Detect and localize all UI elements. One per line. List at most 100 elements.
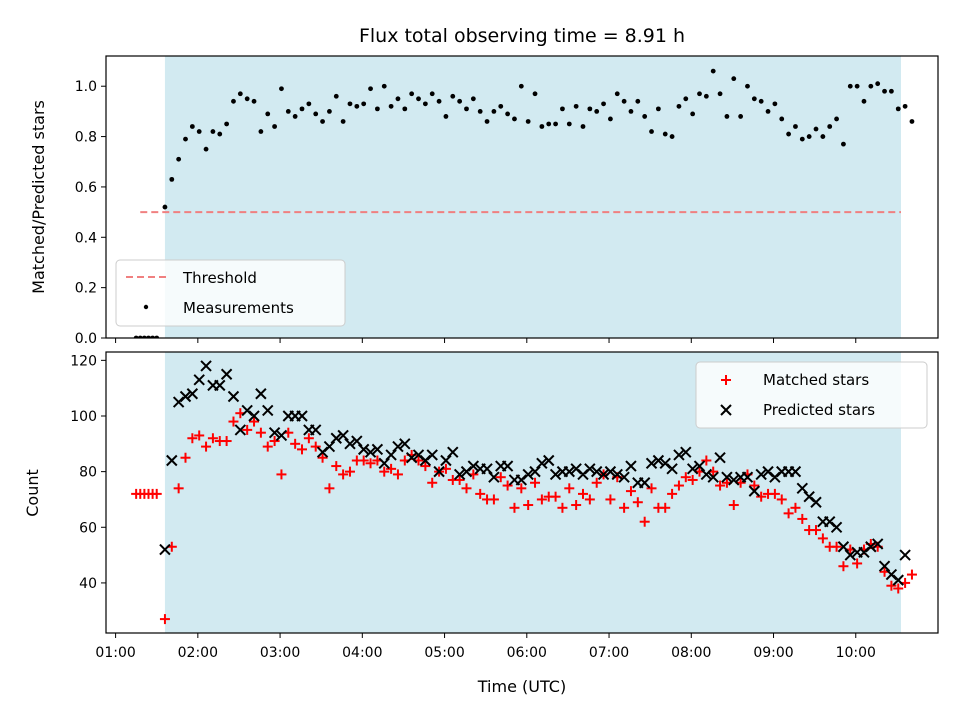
predicted-star-point <box>392 440 404 453</box>
measurement-point <box>662 131 668 137</box>
matched-star-point <box>207 433 218 444</box>
matched-star-point <box>255 427 266 438</box>
measurement-point <box>779 116 785 122</box>
predicted-star-point <box>597 468 610 481</box>
measurement-point <box>758 98 764 104</box>
predicted-star-point <box>721 471 733 483</box>
matched-star-point <box>516 483 527 494</box>
measurement-point <box>361 101 367 107</box>
predicted-stars-points <box>159 360 911 586</box>
measurement-point <box>429 91 435 97</box>
predicted-star-point <box>426 449 438 461</box>
predicted-star-point <box>378 457 390 469</box>
matched-star-point <box>454 474 465 485</box>
predicted-star-point <box>447 446 459 458</box>
predicted-star-point <box>686 463 699 475</box>
matched-star-point <box>310 441 321 452</box>
matched-star-point <box>151 488 162 499</box>
predicted-star-point <box>501 460 514 472</box>
measurement-point <box>861 98 867 104</box>
matched-star-point <box>584 494 595 505</box>
measurement-point <box>313 111 319 117</box>
matched-star-point <box>886 580 897 591</box>
measurement-point <box>464 106 469 112</box>
predicted-star-point <box>536 457 548 469</box>
predicted-star-point <box>899 549 911 561</box>
x-tick-label: 10:00 <box>836 645 876 661</box>
matched-star-point <box>728 500 739 511</box>
top-y-axis: 0.0 0.2 0.4 0.6 0.8 1.0 <box>75 79 106 347</box>
matched-star-point <box>523 500 534 511</box>
predicted-star-point <box>810 496 822 508</box>
measurement-point <box>279 86 284 92</box>
measurement-point <box>608 116 613 122</box>
measurement-point <box>553 121 558 127</box>
predicted-star-point <box>330 432 342 444</box>
matched-star-point <box>201 441 212 452</box>
matched-star-point <box>290 438 301 449</box>
measurement-point <box>416 96 421 102</box>
predicted-star-point <box>673 449 685 461</box>
bottom-panel: 40 60 80 100 120 01:00 02:00 03:00 04:00 05:00 06… <box>23 351 939 696</box>
predicted-star-point <box>433 465 445 478</box>
predicted-star-point <box>220 368 233 380</box>
predicted-star-point <box>262 404 274 417</box>
x-tick-label: 05:00 <box>424 645 464 661</box>
matched-star-point <box>317 452 328 463</box>
measurement-point <box>854 83 860 89</box>
measurement-point <box>772 101 778 107</box>
y-tick-label: 0.4 <box>75 230 97 246</box>
measurement-point <box>751 96 757 102</box>
predicted-star-point <box>549 468 562 481</box>
measurement-point <box>642 114 648 119</box>
predicted-star-point <box>680 446 692 458</box>
matched-star-point <box>187 433 198 444</box>
predicted-star-point <box>200 360 212 372</box>
measurement-point <box>340 119 346 124</box>
measurement-point <box>902 103 908 109</box>
measurement-point <box>470 96 476 102</box>
y-tick-label: 80 <box>79 465 97 481</box>
measurement-point <box>272 124 277 129</box>
measurement-point <box>635 98 641 104</box>
measurement-point <box>560 106 565 112</box>
predicted-star-point <box>748 485 761 497</box>
predicted-star-point <box>227 390 240 403</box>
legend-predicted-marker <box>720 404 732 416</box>
predicted-star-point <box>878 560 891 572</box>
matched-star-point <box>701 455 712 466</box>
matched-star-point <box>577 488 588 499</box>
matched-star-point <box>461 483 472 494</box>
measurement-point <box>169 176 175 182</box>
predicted-star-point <box>844 549 856 561</box>
measurement-point <box>532 91 538 97</box>
measurement-point <box>724 114 730 119</box>
measurement-point <box>601 101 606 107</box>
predicted-star-point <box>214 379 226 392</box>
top-x-ticks <box>115 338 857 343</box>
measurement-point <box>395 96 401 102</box>
measurement-point <box>847 83 853 89</box>
measurement-point <box>820 134 826 139</box>
predicted-star-point <box>344 438 356 450</box>
legend-measurements-label: Measurements <box>183 299 294 317</box>
predicted-star-point <box>337 429 349 442</box>
measurement-point <box>258 129 264 134</box>
matched-star-point <box>625 486 636 497</box>
measurement-point <box>327 108 332 114</box>
bottom-x-axis: 01:00 02:00 03:00 04:00 05:00 06:00 07:00 08:00… <box>95 633 876 661</box>
predicted-star-point <box>543 454 555 467</box>
measurement-point <box>697 91 702 97</box>
bottom-plot-frame <box>105 351 939 634</box>
matched-star-point <box>194 430 205 441</box>
measurement-point <box>649 129 654 134</box>
matched-star-point <box>303 433 314 444</box>
measurement-point <box>834 116 839 122</box>
matched-star-point <box>180 452 191 463</box>
measurement-point <box>566 121 572 127</box>
measurement-point <box>793 124 798 129</box>
matched-star-point <box>783 508 794 519</box>
matched-star-point <box>811 525 822 536</box>
measurement-point <box>381 83 387 89</box>
measurement-point <box>265 111 271 117</box>
